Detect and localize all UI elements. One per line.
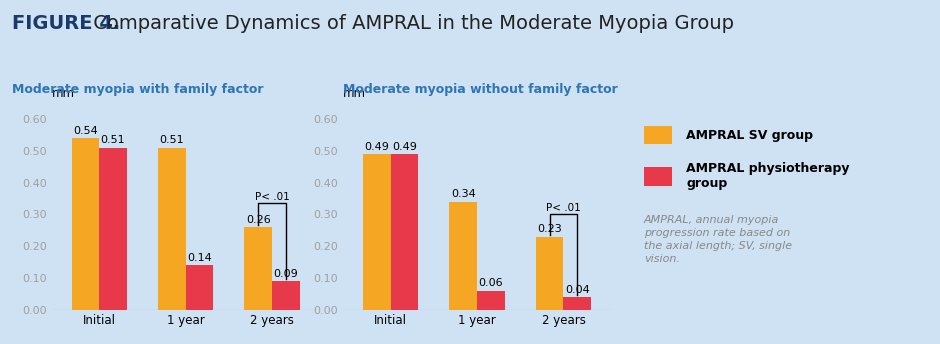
Text: 0.14: 0.14 <box>187 253 212 263</box>
Text: 0.09: 0.09 <box>274 269 298 279</box>
Bar <box>71 138 100 310</box>
Text: P< .01: P< .01 <box>255 192 290 202</box>
Text: Moderate myopia with family factor: Moderate myopia with family factor <box>12 83 264 96</box>
Text: 0.54: 0.54 <box>73 126 98 136</box>
Bar <box>477 291 505 310</box>
Text: 0.49: 0.49 <box>392 142 417 152</box>
Text: 0.26: 0.26 <box>246 215 271 225</box>
Bar <box>449 202 477 310</box>
Bar <box>363 154 391 310</box>
Text: 0.51: 0.51 <box>160 136 184 146</box>
Text: 0.06: 0.06 <box>478 278 503 288</box>
Text: AMPRAL, annual myopia
progression rate based on
the axial length; SV, single
vis: AMPRAL, annual myopia progression rate b… <box>644 215 792 264</box>
Bar <box>563 297 591 310</box>
Text: 0.51: 0.51 <box>101 136 125 146</box>
Bar <box>244 227 272 310</box>
Bar <box>186 265 213 310</box>
Bar <box>644 167 672 186</box>
Text: AMPRAL SV group: AMPRAL SV group <box>686 129 813 142</box>
Bar <box>536 237 563 310</box>
Bar <box>272 281 300 310</box>
Text: Comparative Dynamics of AMPRAL in the Moderate Myopia Group: Comparative Dynamics of AMPRAL in the Mo… <box>87 14 734 33</box>
Text: 0.23: 0.23 <box>538 224 562 234</box>
Text: mm: mm <box>343 87 366 100</box>
Text: P< .01: P< .01 <box>546 203 581 213</box>
Text: 0.04: 0.04 <box>565 285 589 295</box>
Bar <box>644 126 672 144</box>
Text: 0.34: 0.34 <box>451 190 476 200</box>
Bar <box>391 154 418 310</box>
Text: 0.49: 0.49 <box>365 142 389 152</box>
Text: AMPRAL physiotherapy
group: AMPRAL physiotherapy group <box>686 162 850 191</box>
Text: FIGURE 4.: FIGURE 4. <box>12 14 120 33</box>
Text: Moderate myopia without family factor: Moderate myopia without family factor <box>343 83 618 96</box>
Bar <box>158 148 186 310</box>
Bar <box>100 148 127 310</box>
Text: mm: mm <box>52 87 74 100</box>
